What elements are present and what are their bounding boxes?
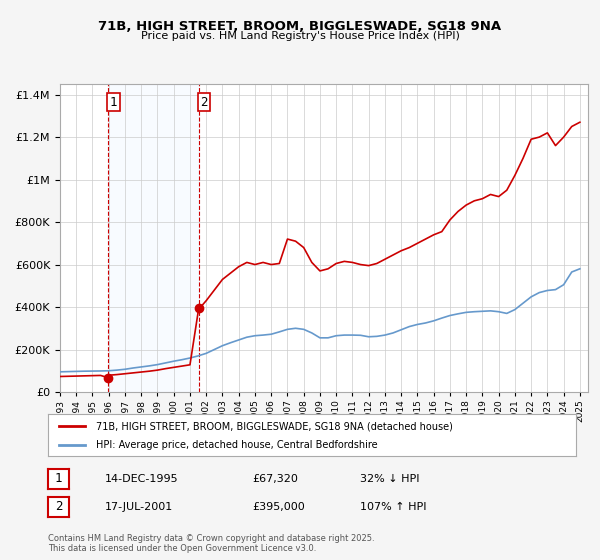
Text: £67,320: £67,320 xyxy=(252,474,298,484)
Text: Price paid vs. HM Land Registry's House Price Index (HPI): Price paid vs. HM Land Registry's House … xyxy=(140,31,460,41)
Text: £395,000: £395,000 xyxy=(252,502,305,512)
Text: 17-JUL-2001: 17-JUL-2001 xyxy=(105,502,173,512)
Text: 32% ↓ HPI: 32% ↓ HPI xyxy=(360,474,419,484)
Text: 107% ↑ HPI: 107% ↑ HPI xyxy=(360,502,427,512)
Text: 1: 1 xyxy=(110,96,117,109)
Text: HPI: Average price, detached house, Central Bedfordshire: HPI: Average price, detached house, Cent… xyxy=(95,440,377,450)
Text: 71B, HIGH STREET, BROOM, BIGGLESWADE, SG18 9NA: 71B, HIGH STREET, BROOM, BIGGLESWADE, SG… xyxy=(98,20,502,32)
Text: 71B, HIGH STREET, BROOM, BIGGLESWADE, SG18 9NA (detached house): 71B, HIGH STREET, BROOM, BIGGLESWADE, SG… xyxy=(95,421,452,431)
Text: 1: 1 xyxy=(55,472,62,486)
Text: 2: 2 xyxy=(200,96,208,109)
Text: 14-DEC-1995: 14-DEC-1995 xyxy=(105,474,179,484)
Bar xyxy=(108,84,199,392)
Text: 2: 2 xyxy=(55,500,62,514)
Text: Contains HM Land Registry data © Crown copyright and database right 2025.
This d: Contains HM Land Registry data © Crown c… xyxy=(48,534,374,553)
